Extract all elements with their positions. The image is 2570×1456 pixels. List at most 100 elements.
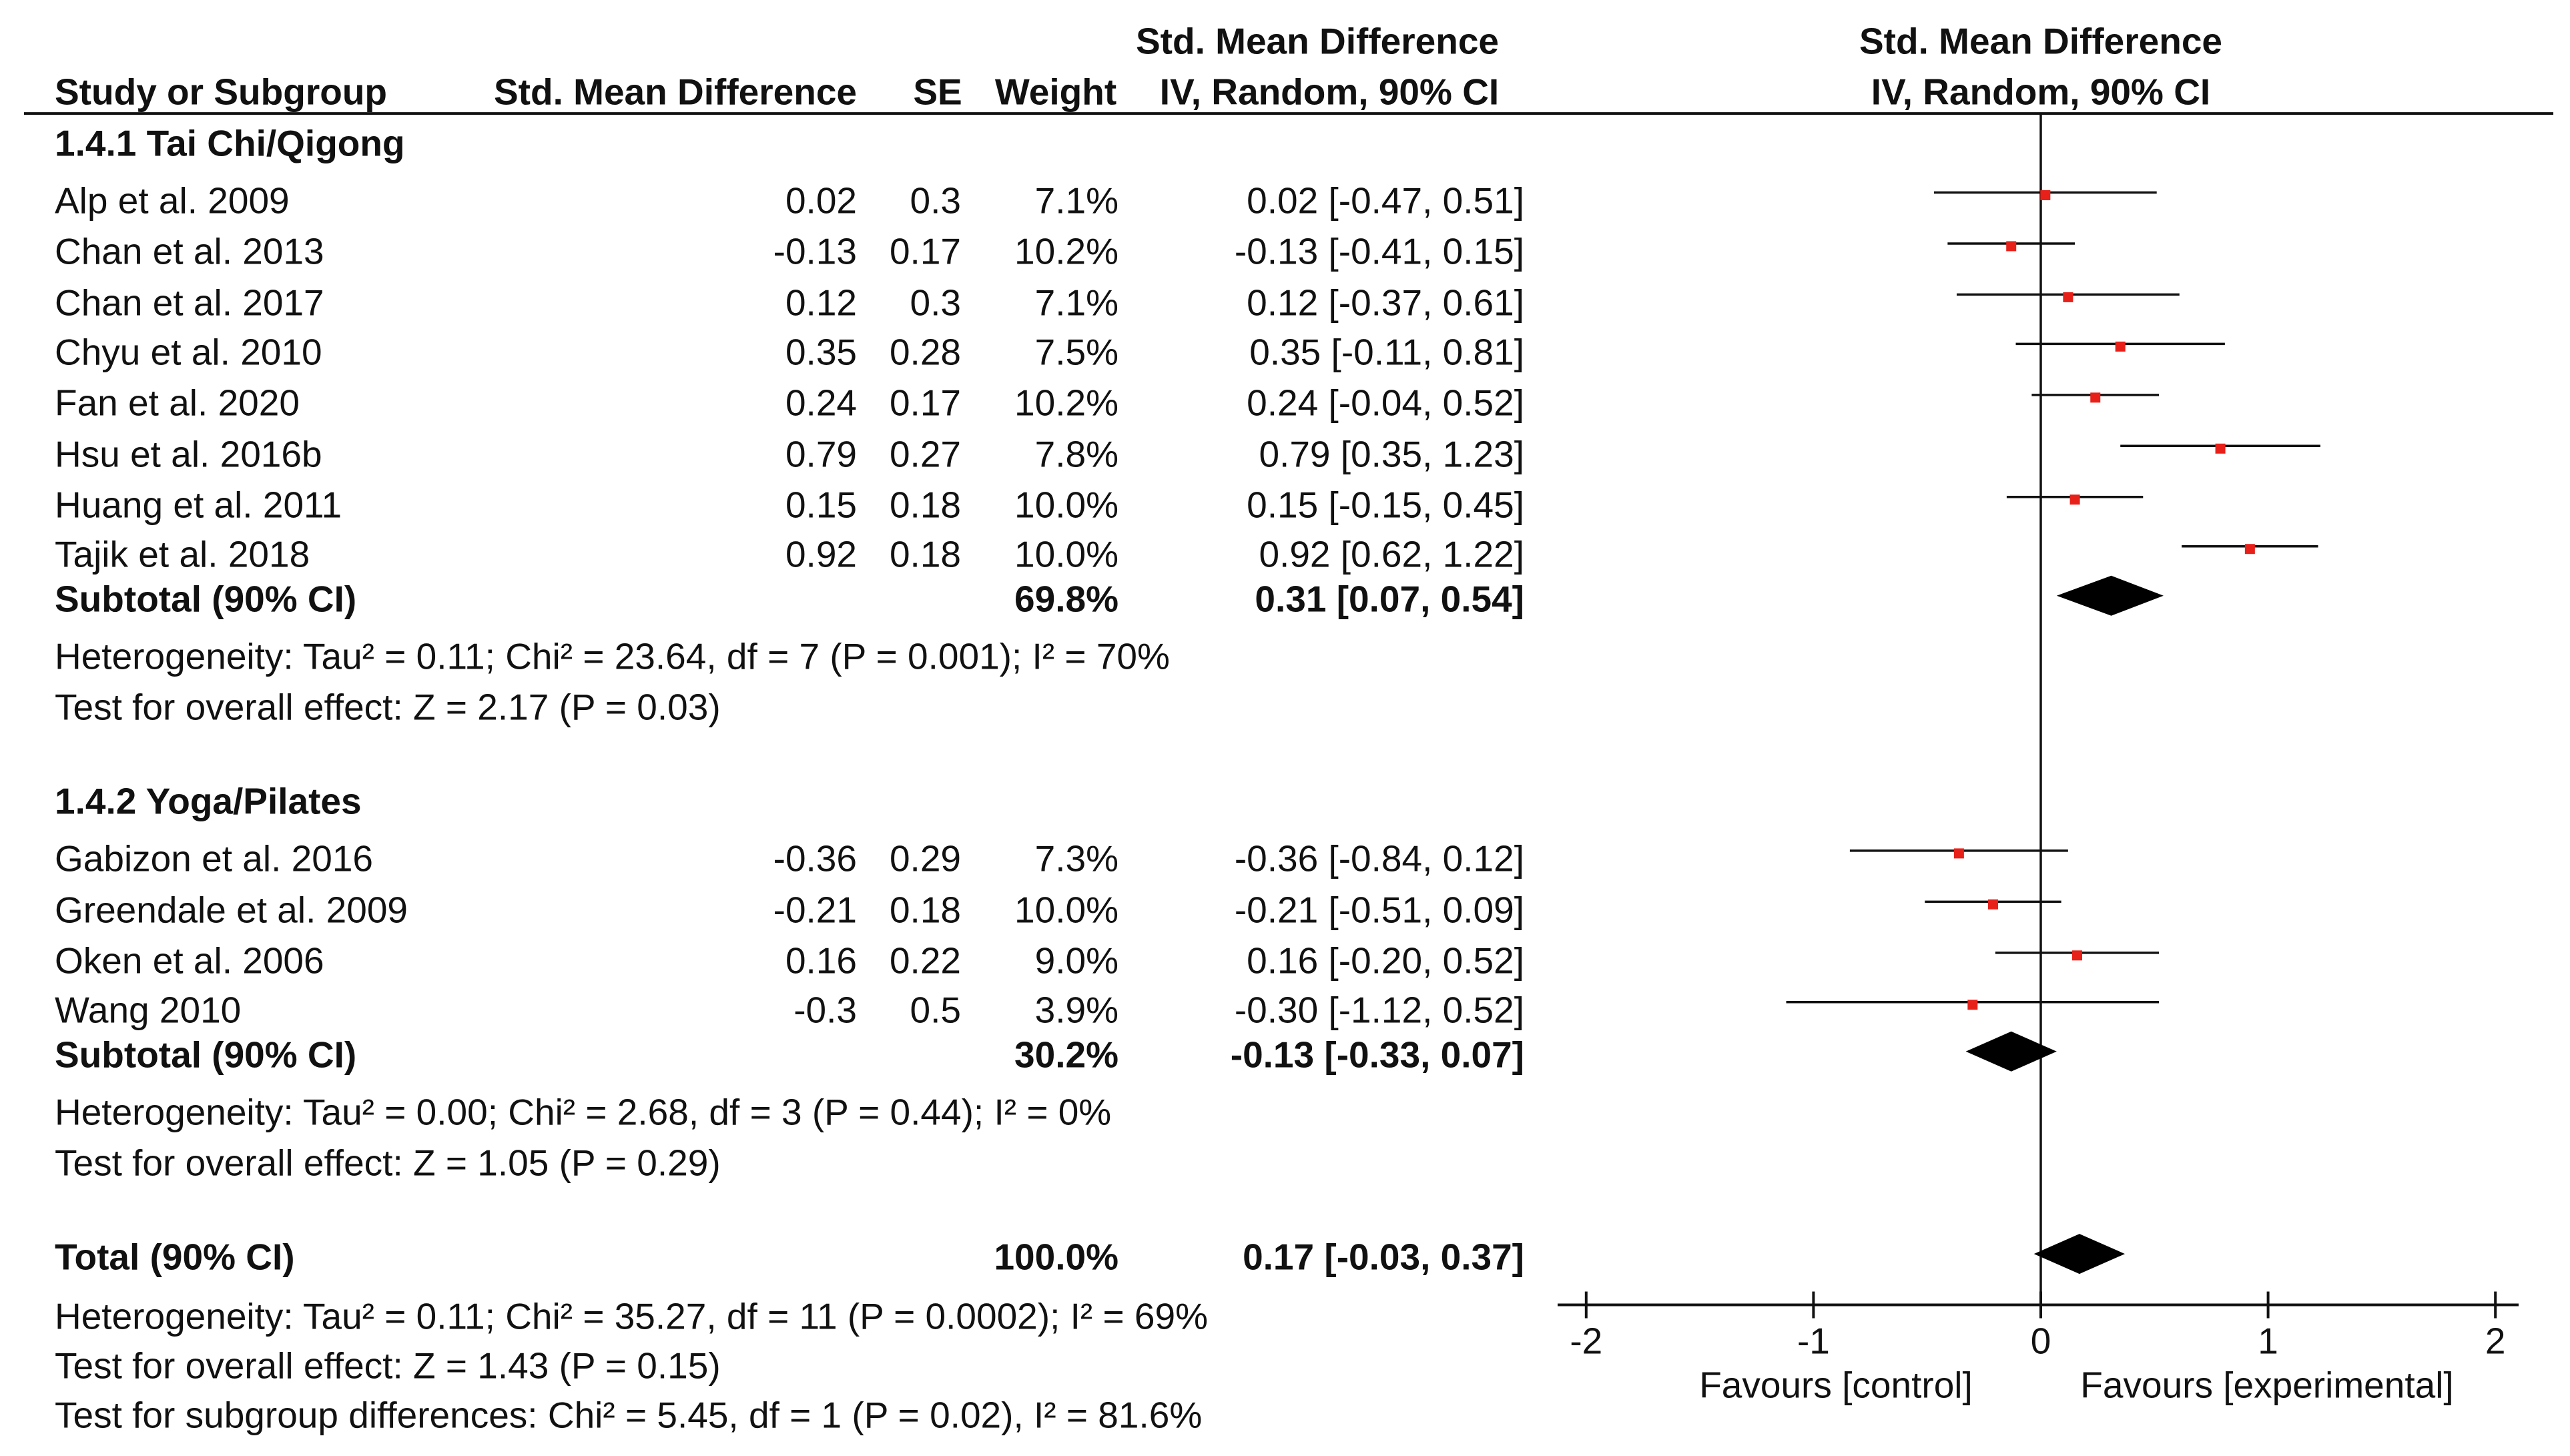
study-point-estimate — [2090, 392, 2101, 403]
study-point-estimate — [2069, 494, 2080, 505]
study-smd: -0.3 — [793, 989, 857, 1031]
total-weight: 100.0% — [994, 1236, 1118, 1278]
study-name: Huang et al. 2011 — [55, 484, 342, 526]
study-point-estimate — [2071, 950, 2082, 961]
study-point-estimate — [1967, 1000, 1978, 1010]
study-smd: 0.79 — [785, 433, 857, 475]
study-point-estimate — [2115, 341, 2126, 352]
study-ci: 0.15 [-0.15, 0.45] — [1247, 484, 1524, 526]
total-heterogeneity-text: Heterogeneity: Tau² = 0.11; Chi² = 35.27… — [55, 1295, 1208, 1337]
study-weight: 9.0% — [1034, 940, 1118, 982]
subtotal-weight: 69.8% — [1014, 578, 1118, 620]
study-name: Chan et al. 2013 — [55, 230, 324, 272]
header-study: Study or Subgroup — [55, 71, 388, 113]
x-tick-label: 1 — [2258, 1320, 2278, 1362]
total-diamond — [2033, 1234, 2126, 1275]
study-name: Tajik et al. 2018 — [55, 533, 310, 575]
total-overall-effect-text: Test for overall effect: Z = 1.43 (P = 0… — [55, 1345, 721, 1387]
study-point-estimate — [2215, 443, 2226, 454]
subtotal-diamond — [2056, 575, 2164, 616]
study-ci: -0.30 [-1.12, 0.52] — [1234, 989, 1524, 1031]
study-weight: 7.3% — [1034, 837, 1118, 879]
study-se: 0.3 — [910, 179, 961, 222]
study-ci: 0.79 [0.35, 1.23] — [1259, 433, 1524, 475]
study-se: 0.5 — [910, 989, 961, 1031]
study-name: Gabizon et al. 2016 — [55, 837, 374, 879]
favours-control-label: Favours [control] — [1699, 1364, 1973, 1406]
study-point-estimate — [2244, 544, 2255, 555]
header-plot-title: Std. Mean Difference — [1859, 20, 2223, 62]
header-ci-title: Std. Mean Difference — [1135, 20, 1500, 62]
study-ci: 0.02 [-0.47, 0.51] — [1247, 179, 1524, 222]
header-ci-method: IV, Random, 90% CI — [1159, 71, 1500, 113]
study-weight: 10.0% — [1014, 484, 1118, 526]
study-ci: 0.24 [-0.04, 0.52] — [1247, 382, 1524, 424]
study-se: 0.28 — [889, 331, 961, 373]
x-tick-label: 0 — [2030, 1320, 2051, 1362]
subtotal-ci: 0.31 [0.07, 0.54] — [1255, 578, 1524, 620]
study-point-estimate — [1953, 848, 1964, 859]
study-smd: 0.15 — [785, 484, 857, 526]
study-ci: 0.12 [-0.37, 0.61] — [1247, 282, 1524, 324]
study-weight: 7.1% — [1034, 179, 1118, 222]
study-ci: 0.16 [-0.20, 0.52] — [1247, 940, 1524, 982]
study-se: 0.18 — [889, 889, 961, 931]
study-point-estimate — [1987, 899, 1998, 909]
study-name: Alp et al. 2009 — [55, 179, 290, 222]
study-ci: 0.92 [0.62, 1.22] — [1259, 533, 1524, 575]
study-name: Oken et al. 2006 — [55, 940, 324, 982]
heterogeneity-text: Heterogeneity: Tau² = 0.11; Chi² = 23.64… — [55, 635, 1170, 677]
study-se: 0.22 — [889, 940, 961, 982]
study-smd: 0.35 — [785, 331, 857, 373]
study-name: Chyu et al. 2010 — [55, 331, 322, 373]
study-weight: 7.5% — [1034, 331, 1118, 373]
subtotal-ci: -0.13 [-0.33, 0.07] — [1230, 1034, 1524, 1076]
overall-effect-text: Test for overall effect: Z = 2.17 (P = 0… — [55, 686, 721, 728]
subtotal-label: Subtotal (90% CI) — [55, 578, 357, 620]
subtotal-label: Subtotal (90% CI) — [55, 1034, 357, 1076]
study-se: 0.29 — [889, 837, 961, 879]
study-point-estimate — [2006, 241, 2017, 252]
study-smd: 0.24 — [785, 382, 857, 424]
study-name: Wang 2010 — [55, 989, 242, 1031]
study-name: Hsu et al. 2016b — [55, 433, 322, 475]
subtotal-diamond — [1965, 1031, 2057, 1072]
heterogeneity-text: Heterogeneity: Tau² = 0.00; Chi² = 2.68,… — [55, 1091, 1112, 1133]
study-point-estimate — [2063, 292, 2073, 302]
study-smd: 0.02 — [785, 179, 857, 222]
subtotal-weight: 30.2% — [1014, 1034, 1118, 1076]
study-ci: -0.13 [-0.41, 0.15] — [1234, 230, 1524, 272]
total-ci: 0.17 [-0.03, 0.37] — [1243, 1236, 1524, 1278]
study-se: 0.18 — [889, 533, 961, 575]
overall-effect-text: Test for overall effect: Z = 1.05 (P = 0… — [55, 1142, 721, 1184]
study-se: 0.17 — [889, 230, 961, 272]
study-name: Fan et al. 2020 — [55, 382, 300, 424]
header-weight: Weight — [994, 71, 1117, 113]
study-name: Chan et al. 2017 — [55, 282, 324, 324]
study-smd: -0.13 — [773, 230, 857, 272]
study-weight: 10.2% — [1014, 230, 1118, 272]
header-smd: Std. Mean Difference — [493, 71, 857, 113]
subgroup-title: 1.4.2 Yoga/Pilates — [55, 780, 362, 822]
subgroup-title: 1.4.1 Tai Chi/Qigong — [55, 122, 405, 164]
study-se: 0.27 — [889, 433, 961, 475]
study-weight: 10.0% — [1014, 533, 1118, 575]
study-ci: -0.36 [-0.84, 0.12] — [1234, 837, 1524, 879]
subgroup-differences-text: Test for subgroup differences: Chi² = 5.… — [55, 1394, 1203, 1436]
study-se: 0.18 — [889, 484, 961, 526]
study-smd: 0.16 — [785, 940, 857, 982]
study-weight: 7.1% — [1034, 282, 1118, 324]
header-se: SE — [913, 71, 962, 113]
favours-experimental-label: Favours [experimental] — [2080, 1364, 2454, 1406]
study-ci: -0.21 [-0.51, 0.09] — [1234, 889, 1524, 931]
study-weight: 10.2% — [1014, 382, 1118, 424]
study-ci: 0.35 [-0.11, 0.81] — [1249, 331, 1524, 373]
header-plot-method: IV, Random, 90% CI — [1871, 71, 2211, 113]
x-tick-label: 2 — [2485, 1320, 2506, 1362]
study-point-estimate — [2040, 190, 2051, 201]
study-smd: -0.21 — [773, 889, 857, 931]
study-weight: 10.0% — [1014, 889, 1118, 931]
study-smd: 0.92 — [785, 533, 857, 575]
study-weight: 3.9% — [1034, 989, 1118, 1031]
total-label: Total (90% CI) — [55, 1236, 295, 1278]
